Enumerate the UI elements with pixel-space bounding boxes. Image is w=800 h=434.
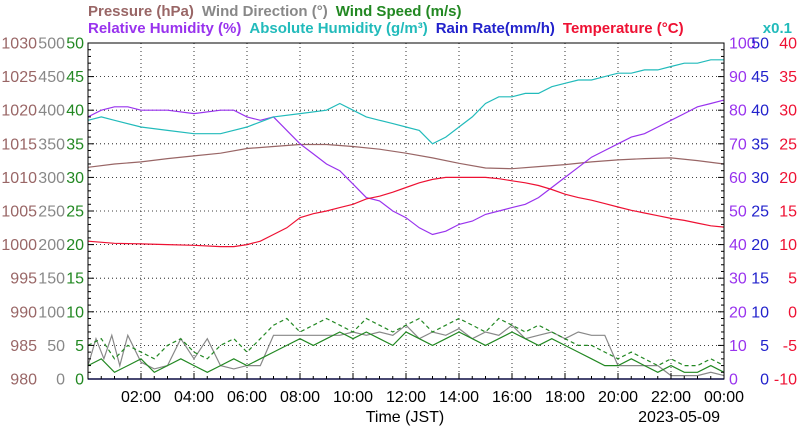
series-wind-direction [87,324,725,377]
x-tick-label: 16:00 [492,389,532,406]
x-tick-label: 02:00 [121,389,161,406]
pressure-tick-label: 1000 [1,237,37,254]
rain-rate-tick-label: 15 [751,271,769,288]
relative-humidity-tick-label: 20 [729,304,747,321]
wind-direction-tick-label: 150 [38,271,65,288]
wind-speed-tick-label: 50 [66,36,84,53]
relative-humidity-tick-label: 70 [729,136,747,153]
wind-speed-tick-label: 15 [66,271,84,288]
temperature-tick-label: -5 [783,338,797,355]
wind-speed-tick-label: 40 [66,103,84,120]
rain-rate-tick-label: 35 [751,136,769,153]
x-tick-label: 14:00 [439,389,479,406]
temperature-tick-label: 0 [788,304,797,321]
wind-speed-tick-label: 45 [66,69,84,86]
pressure-tick-label: 985 [10,338,37,355]
rain-rate-tick-label: 30 [751,170,769,187]
wind-direction-tick-label: 450 [38,69,65,86]
pressure-tick-label: 990 [10,304,37,321]
wind-direction-tick-label: 250 [38,204,65,221]
wind-direction-tick-label: 400 [38,103,65,120]
legend-absolute-humidity-scale: x0.1 [762,20,792,37]
wind-direction-tick-label: 500 [38,36,65,53]
x-axis-label: Time (JST) [366,409,445,426]
temperature-tick-label: 5 [788,271,797,288]
x-axis: 02:00 04:00 06:00 08:00 10:00 12:00 14:00 16:00… [87,373,744,406]
relative-humidity-tick-label: 90 [729,69,747,86]
temperature-tick-label: 15 [779,204,797,221]
pressure-tick-label: 1020 [1,103,37,120]
wind-direction-tick-label: 300 [38,170,65,187]
wind-direction-tick-label: 200 [38,237,65,254]
pressure-tick-label: 1005 [1,204,37,221]
temperature-tick-label: 20 [779,170,797,187]
x-tick-label: 12:00 [386,389,426,406]
relative-humidity-tick-label: 100 [729,36,756,53]
rain-rate-tick-label: 45 [751,69,769,86]
pressure-tick-label: 1010 [1,170,37,187]
series-absolute-humidity-g-m-x0-1 [87,59,724,145]
pressure-tick-label: 1030 [1,36,37,53]
rain-rate-tick-label: 25 [751,204,769,221]
x-tick-label: 10:00 [333,389,373,406]
temperature-tick-label: 40 [779,36,797,53]
temperature-tick-label: 30 [779,103,797,120]
y-axes: 9809859909951000100510101015102010251030… [1,36,797,389]
relative-humidity-tick-label: 30 [729,271,747,288]
relative-humidity-tick-label: 60 [729,170,747,187]
wind-direction-tick-label: 0 [56,372,65,389]
x-tick-label: 08:00 [280,389,320,406]
x-tick-label: 22:00 [651,389,691,406]
relative-humidity-tick-label: 40 [729,237,747,254]
rain-rate-tick-label: 20 [751,237,769,254]
series-relative-humidity [87,99,725,236]
wind-speed-tick-label: 0 [75,372,84,389]
legend-wind-direction: Wind Direction (°) [201,3,328,20]
x-tick-label: 06:00 [227,389,267,406]
wind-speed-tick-label: 35 [66,136,84,153]
x-tick-label: 00:00 [704,389,744,406]
legend-wind-speed: Wind Speed (m/s) [335,3,462,20]
temperature-tick-label: 10 [779,237,797,254]
wind-direction-tick-label: 100 [38,304,65,321]
series-wind-speed-gust-m-s [87,317,725,367]
rain-rate-tick-label: 40 [751,103,769,120]
relative-humidity-tick-label: 50 [729,204,747,221]
legend-relative-humidity: Relative Humidity (%) [88,20,242,37]
date-label: 2023-05-09 [638,409,720,426]
wind-speed-tick-label: 10 [66,304,84,321]
temperature-tick-label: 35 [779,69,797,86]
temperature-tick-label: 25 [779,136,797,153]
wind-speed-tick-label: 30 [66,170,84,187]
wind-direction-tick-label: 50 [47,338,65,355]
rain-rate-tick-label: 0 [760,372,769,389]
wind-speed-tick-label: 20 [66,237,84,254]
x-tick-label: 20:00 [598,389,638,406]
wind-speed-tick-label: 5 [75,338,84,355]
series-pressure-hpa [87,143,725,170]
wind-speed-tick-label: 25 [66,204,84,221]
x-tick-label: 18:00 [545,389,585,406]
legend-rain-rate: Rain Rate(mm/h) [435,20,555,37]
legend-temperature: Temperature (°C) [562,20,684,37]
relative-humidity-tick-label: 10 [729,338,747,355]
relative-humidity-tick-label: 0 [729,372,738,389]
series-wind-speed-m-s [87,331,725,374]
pressure-tick-label: 995 [10,271,37,288]
temperature-tick-label: -10 [774,372,797,389]
rain-rate-tick-label: 5 [760,338,769,355]
series-temperature-c [87,176,725,248]
x-tick-label: 04:00 [174,389,214,406]
relative-humidity-tick-label: 80 [729,103,747,120]
rain-rate-tick-label: 10 [751,304,769,321]
legend-absolute-humidity: Absolute Humidity (g/m³) [249,20,428,37]
grid-lines [88,43,724,379]
wind-direction-tick-label: 350 [38,136,65,153]
rain-rate-tick-label: 50 [751,36,769,53]
pressure-tick-label: 980 [10,372,37,389]
pressure-tick-label: 1015 [1,136,37,153]
legend-pressure: Pressure (hPa) [88,3,194,20]
pressure-tick-label: 1025 [1,69,37,86]
